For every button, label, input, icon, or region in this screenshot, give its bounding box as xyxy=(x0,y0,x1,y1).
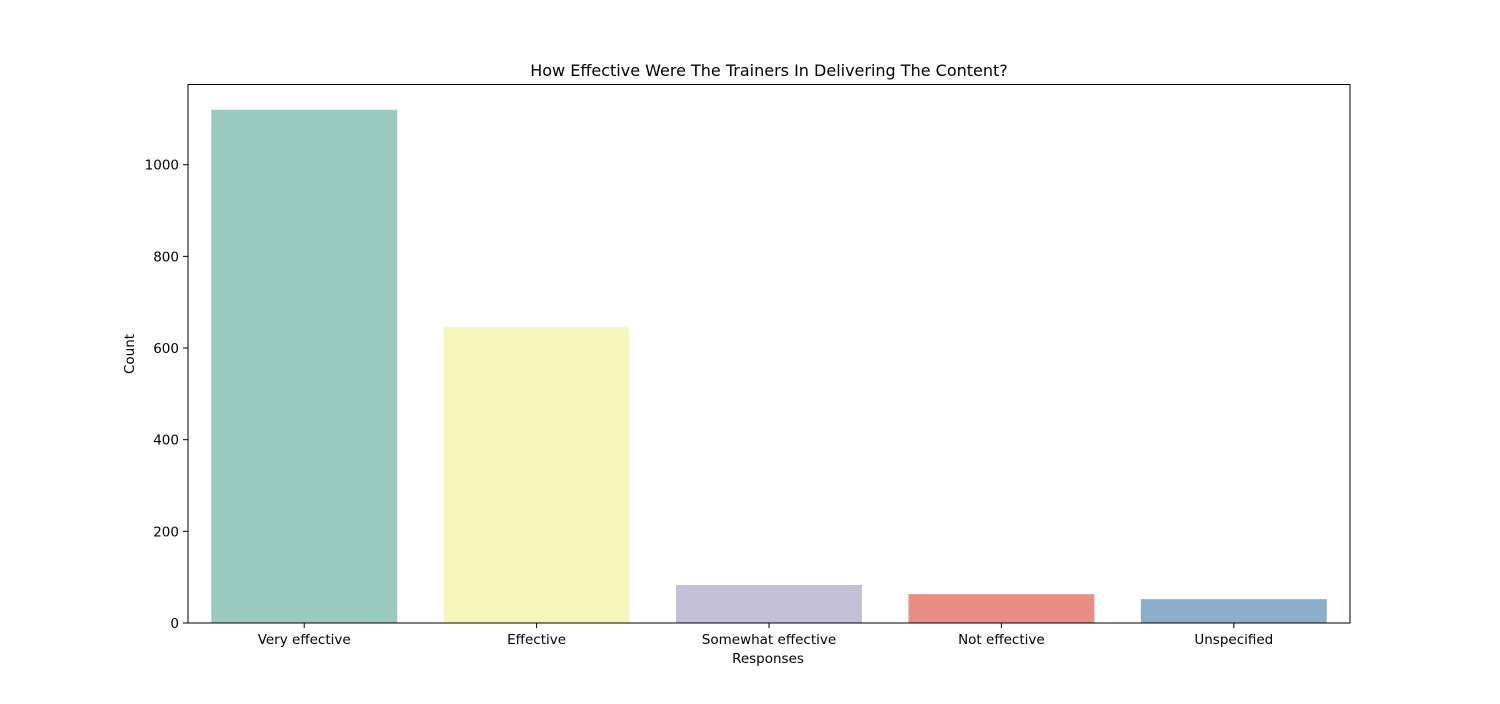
chart-title: How Effective Were The Trainers In Deliv… xyxy=(530,61,1008,80)
x-axis-label: Responses xyxy=(732,651,804,667)
x-axis-ticks: Very effective Effective Somewhat effectiv… xyxy=(258,623,1273,648)
bar-effective xyxy=(443,326,630,623)
x-tick-label: Very effective xyxy=(258,632,351,648)
x-tick-label: Not effective xyxy=(958,632,1045,648)
bar-very-effective xyxy=(211,109,398,623)
y-tick-label: 0 xyxy=(170,616,179,632)
y-tick-label: 800 xyxy=(153,249,179,265)
bars-group xyxy=(211,109,1327,623)
bar-unspecified xyxy=(1140,599,1327,623)
x-tick-label: Unspecified xyxy=(1194,632,1273,648)
y-tick-label: 600 xyxy=(153,341,179,357)
y-tick-label: 1000 xyxy=(145,158,179,174)
bar-somewhat-effective xyxy=(676,584,862,623)
y-axis-ticks: 0 200 400 600 800 1000 xyxy=(145,158,188,632)
x-tick-label: Somewhat effective xyxy=(702,632,836,648)
y-axis-label: Count xyxy=(122,334,138,374)
x-tick-label: Effective xyxy=(507,632,566,648)
bar-not-effective xyxy=(908,594,1095,623)
y-tick-label: 400 xyxy=(153,433,179,449)
y-tick-label: 200 xyxy=(153,524,179,540)
